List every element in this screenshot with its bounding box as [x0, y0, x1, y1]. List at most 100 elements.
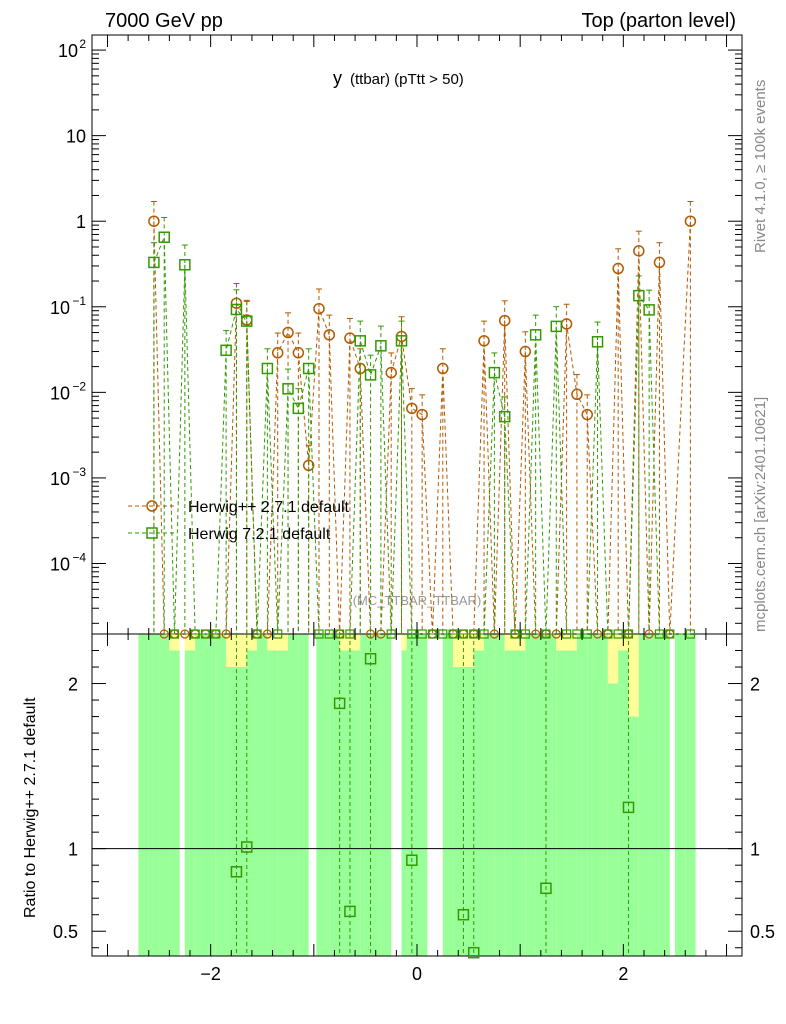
y-tick-label: 10	[50, 383, 70, 403]
ratio-point	[467, 946, 480, 959]
band-green	[545, 634, 557, 956]
y-tick-label: 10	[66, 127, 86, 147]
data-point	[633, 245, 645, 257]
ratio-point	[241, 841, 253, 853]
band-green	[226, 667, 237, 956]
band-green	[380, 634, 392, 956]
band-green	[138, 634, 149, 956]
data-point	[241, 315, 253, 327]
ratio-tick-label-right: 1	[750, 840, 760, 860]
y-tick-exponent: −1	[72, 294, 86, 308]
data-point-floor	[221, 629, 231, 639]
data-point	[591, 336, 604, 348]
band-green	[148, 634, 160, 956]
ratio-uncertainty-bands	[138, 634, 696, 956]
band-green	[406, 634, 428, 956]
data-point-floor	[510, 629, 520, 639]
ratio-point	[364, 653, 377, 665]
data-point	[571, 388, 583, 401]
data-point	[395, 335, 408, 347]
data-point	[406, 402, 418, 415]
data-point	[498, 410, 511, 423]
y-tick-label: 10	[50, 554, 70, 574]
legend: Herwig++ 2.7.1 default Herwig 7.2.1 defau…	[128, 499, 350, 543]
data-point	[148, 256, 160, 269]
band-green	[277, 650, 289, 956]
data-point-floor	[324, 629, 334, 639]
band-green	[159, 634, 170, 956]
data-point-floor	[252, 629, 262, 639]
data-point-floor	[603, 629, 613, 639]
y-tick-exponent: −2	[72, 379, 86, 393]
data-point	[230, 303, 243, 316]
series-line	[153, 237, 691, 635]
data-point	[282, 383, 294, 395]
data-point-floor	[438, 629, 448, 639]
data-point	[385, 366, 397, 379]
data-point-floor	[273, 629, 283, 639]
analysis-watermark: (MC_TTBAR_TTBAR)	[353, 593, 482, 608]
band-green	[339, 650, 350, 956]
band-green	[298, 634, 309, 956]
data-point	[437, 362, 449, 375]
band-green	[267, 650, 278, 956]
band-green	[628, 716, 639, 956]
data-point	[282, 326, 294, 339]
band-green	[556, 650, 567, 956]
ratio-tick-label: 0.5	[53, 922, 78, 942]
data-point	[364, 369, 377, 381]
band-green	[257, 634, 268, 956]
data-point-floor	[314, 629, 324, 639]
x-tick-label: −2	[200, 964, 221, 984]
y-tick-exponent: −4	[72, 550, 86, 564]
band-green	[360, 634, 371, 956]
ratio-point	[457, 908, 470, 921]
y-tick-exponent: 2	[79, 37, 86, 51]
x-axis: −2 0 2	[106, 35, 728, 984]
ratio-tick-label: 2	[68, 675, 78, 695]
series-herwigpp	[148, 200, 697, 639]
data-point	[416, 408, 428, 421]
band-green	[576, 634, 588, 956]
data-point-floor	[180, 629, 190, 639]
data-point	[220, 344, 232, 357]
y-tick-label: 10	[58, 41, 78, 61]
band-green	[463, 667, 474, 956]
ratio-tick-label: 1	[68, 840, 78, 860]
data-point	[529, 329, 542, 341]
band-green	[685, 634, 696, 956]
band-green	[484, 634, 495, 956]
ratio-point	[622, 801, 635, 814]
band-green	[525, 634, 536, 956]
data-point-floor	[169, 629, 180, 639]
data-point	[643, 304, 655, 316]
data-point	[633, 289, 645, 302]
ratio-point	[230, 866, 243, 878]
data-point	[519, 345, 532, 358]
band-green	[195, 634, 206, 956]
mcplots-label: mcplots.cern.ch [arXiv:2401.10621]	[752, 396, 769, 632]
band-green	[473, 650, 485, 956]
data-point-floor	[582, 629, 592, 639]
data-point-floor	[190, 629, 200, 639]
data-point-floor	[613, 629, 623, 639]
data-point-floor	[665, 629, 675, 639]
data-point-floor	[520, 629, 530, 639]
band-green	[349, 650, 361, 956]
band-green	[453, 667, 464, 956]
data-point	[323, 329, 336, 341]
data-point	[354, 335, 367, 347]
data-point	[488, 366, 501, 379]
band-green	[504, 650, 516, 956]
data-point	[684, 215, 697, 227]
band-green	[535, 634, 546, 956]
ratio-y-axis-label: Ratio to Herwig++ 2.7.1 default	[22, 697, 39, 918]
x-tick-label: 2	[618, 964, 628, 984]
band-green	[515, 650, 526, 956]
band-green	[246, 650, 258, 956]
band-green	[587, 634, 598, 956]
collision-label: 7000 GeV pp	[105, 10, 223, 32]
y-tick-label: 1	[76, 212, 86, 232]
